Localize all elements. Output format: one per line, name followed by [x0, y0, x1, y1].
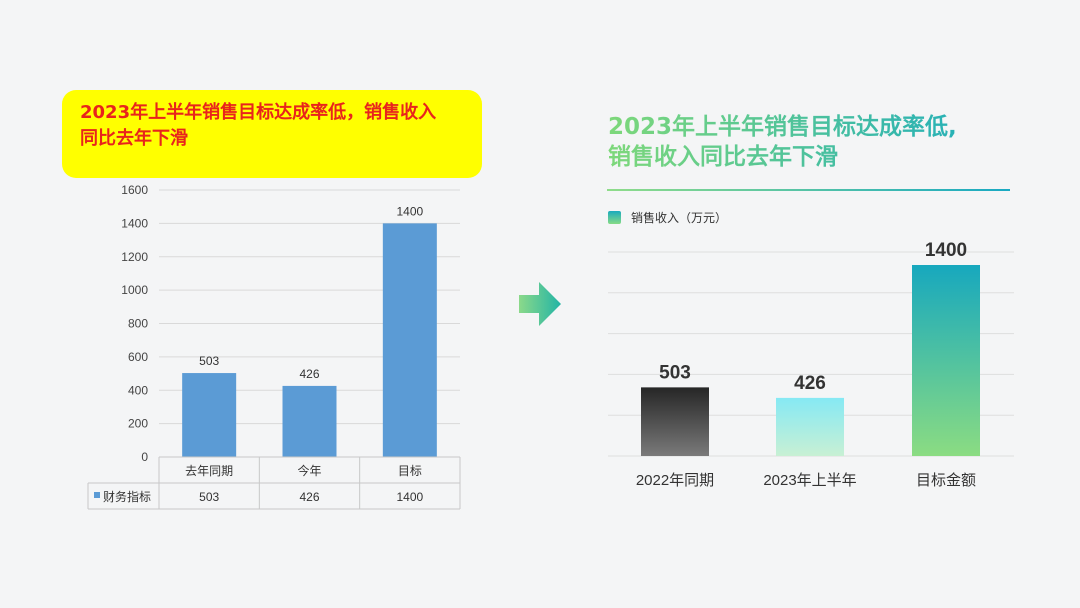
x-category-label: 去年同期 — [185, 464, 233, 478]
data-label: 1400 — [925, 240, 967, 261]
bar — [182, 373, 237, 457]
table-value: 503 — [199, 490, 219, 504]
right-arrow-icon — [519, 282, 561, 326]
data-label: 503 — [199, 354, 219, 368]
callout-text-line2: 同比去年下滑 — [80, 128, 188, 149]
bar — [912, 265, 980, 456]
callout-text-line1: 2023年上半年销售目标达成率低，销售收入 — [80, 102, 437, 123]
title-divider — [607, 189, 1010, 191]
y-tick-label: 600 — [128, 350, 148, 364]
callout-box: 2023年上半年销售目标达成率低，销售收入 同比去年下滑 — [62, 90, 482, 178]
table-value: 426 — [299, 490, 319, 504]
data-label: 426 — [299, 367, 319, 381]
bar — [776, 397, 844, 456]
right-title-line1: 2023年上半年销售目标达成率低, — [608, 114, 957, 140]
bar — [282, 385, 337, 457]
right-chart-title: 2023年上半年销售目标达成率低, 销售收入同比去年下滑 — [608, 112, 1028, 172]
right-title-line2: 销售收入同比去年下滑 — [608, 144, 838, 170]
bar — [641, 387, 709, 456]
left-bar-chart: 0 200 400 600 800 1000 1200 1400 1600 503 426 1400 去… — [87, 183, 461, 510]
y-tick-label: 400 — [128, 383, 148, 397]
legend-label: 销售收入（万元） — [631, 211, 728, 225]
x-category-label: 2022年同期 — [636, 472, 714, 489]
legend-key — [94, 492, 100, 498]
x-category-label: 目标 — [398, 464, 422, 478]
y-tick-label: 0 — [141, 450, 148, 464]
y-tick-label: 1600 — [121, 183, 148, 197]
data-label: 503 — [659, 362, 691, 383]
y-tick-label: 1400 — [121, 216, 148, 230]
x-category-label: 2023年上半年 — [763, 472, 856, 489]
x-category-label: 目标金额 — [916, 472, 976, 489]
right-chart-legend: 销售收入（万元） — [608, 209, 727, 226]
y-tick-label: 200 — [128, 417, 148, 431]
y-tick-label: 1000 — [121, 283, 148, 297]
data-label: 426 — [794, 373, 826, 394]
series-label: 财务指标 — [103, 489, 151, 504]
right-bar-chart: 503 2022年同期 426 2023年上半年 1400 目标金额 — [608, 240, 1014, 489]
legend-swatch — [608, 211, 621, 224]
data-label: 1400 — [396, 204, 423, 218]
y-tick-label: 800 — [128, 317, 148, 331]
x-category-label: 今年 — [297, 463, 321, 478]
bar — [382, 223, 437, 457]
table-value: 1400 — [396, 490, 423, 504]
y-tick-label: 1200 — [121, 250, 148, 264]
